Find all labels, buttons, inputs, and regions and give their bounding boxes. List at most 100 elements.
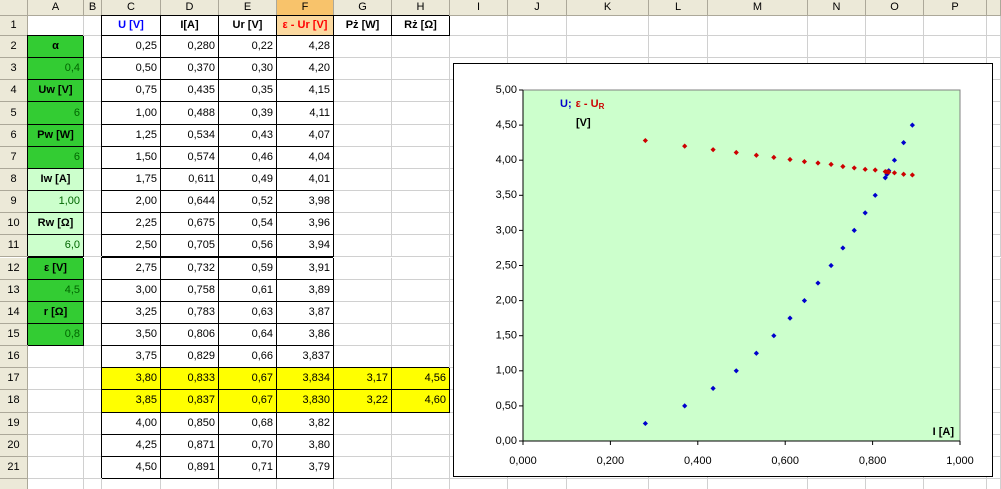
cell[interactable]: ε - Ur [V] <box>277 16 334 36</box>
empty-cell[interactable] <box>334 124 392 147</box>
empty-cell[interactable] <box>334 479 392 489</box>
cell[interactable]: 0,8 <box>28 323 84 347</box>
cell[interactable]: 2,75 <box>102 257 161 280</box>
empty-cell[interactable] <box>334 80 392 103</box>
empty-cell[interactable] <box>392 279 450 302</box>
cell[interactable]: 0,488 <box>161 102 219 125</box>
empty-cell[interactable] <box>334 257 392 280</box>
row-header[interactable]: 7 <box>0 146 28 169</box>
cell[interactable]: 3,86 <box>277 323 334 347</box>
empty-cell[interactable] <box>392 58 450 81</box>
cell[interactable]: 0,63 <box>219 301 277 324</box>
column-header[interactable]: O <box>866 0 924 16</box>
cell[interactable]: 0,758 <box>161 279 219 302</box>
empty-cell[interactable] <box>84 124 102 147</box>
column-header[interactable]: H <box>392 0 450 16</box>
cell[interactable]: 3,50 <box>102 323 161 347</box>
row-header[interactable]: 1 <box>0 16 28 36</box>
cell[interactable]: 0,833 <box>161 368 219 391</box>
empty-cell[interactable] <box>28 434 84 457</box>
cell[interactable]: U [V] <box>102 16 161 36</box>
empty-cell[interactable] <box>392 434 450 457</box>
cell[interactable]: 3,25 <box>102 301 161 324</box>
row-header[interactable]: 15 <box>0 323 28 347</box>
empty-cell[interactable] <box>392 80 450 103</box>
cell[interactable]: 0,49 <box>219 168 277 192</box>
empty-cell[interactable] <box>567 36 649 59</box>
empty-cell[interactable] <box>649 16 708 36</box>
cell[interactable]: 3,75 <box>102 346 161 369</box>
row-header[interactable]: 13 <box>0 279 28 302</box>
empty-cell[interactable] <box>334 191 392 214</box>
cell[interactable]: 4,28 <box>277 36 334 59</box>
empty-cell[interactable] <box>392 456 450 479</box>
cell[interactable]: 4,11 <box>277 102 334 125</box>
empty-cell[interactable] <box>450 479 508 489</box>
cell[interactable]: Ur [V] <box>219 16 277 36</box>
column-header[interactable]: B <box>84 0 102 16</box>
column-header[interactable]: F <box>277 0 334 16</box>
column-header[interactable]: K <box>567 0 649 16</box>
row-header[interactable]: 4 <box>0 80 28 103</box>
cell[interactable]: 3,82 <box>277 412 334 435</box>
cell[interactable]: 0,891 <box>161 456 219 479</box>
empty-cell[interactable] <box>334 213 392 236</box>
empty-cell[interactable] <box>84 80 102 103</box>
cell[interactable]: 3,98 <box>277 191 334 214</box>
empty-cell[interactable] <box>924 36 987 59</box>
cell[interactable]: 0,54 <box>219 213 277 236</box>
cell[interactable]: 2,00 <box>102 191 161 214</box>
empty-cell[interactable] <box>84 16 102 36</box>
cell[interactable]: 0,705 <box>161 235 219 258</box>
cell[interactable]: 4,15 <box>277 80 334 103</box>
cell[interactable]: 4,20 <box>277 58 334 81</box>
cell[interactable]: 3,87 <box>277 301 334 324</box>
empty-cell[interactable] <box>392 412 450 435</box>
cell[interactable]: 0,71 <box>219 456 277 479</box>
empty-cell[interactable] <box>334 323 392 347</box>
cell[interactable]: 0,59 <box>219 257 277 280</box>
empty-cell[interactable] <box>649 36 708 59</box>
empty-cell[interactable] <box>161 479 219 489</box>
row-header[interactable]: 3 <box>0 58 28 81</box>
cell[interactable]: 0,435 <box>161 80 219 103</box>
empty-cell[interactable] <box>28 368 84 391</box>
empty-cell[interactable] <box>84 102 102 125</box>
cell[interactable]: 4,01 <box>277 168 334 192</box>
cell[interactable]: 0,732 <box>161 257 219 280</box>
cell[interactable]: 0,61 <box>219 279 277 302</box>
row-header[interactable]: 18 <box>0 390 28 413</box>
empty-cell[interactable] <box>84 323 102 347</box>
empty-cell[interactable] <box>334 235 392 258</box>
empty-cell[interactable] <box>450 16 508 36</box>
empty-cell[interactable] <box>334 434 392 457</box>
cell[interactable]: 2,25 <box>102 213 161 236</box>
empty-cell[interactable] <box>84 456 102 479</box>
empty-cell[interactable] <box>84 191 102 214</box>
empty-cell[interactable] <box>84 168 102 192</box>
empty-cell[interactable] <box>84 301 102 324</box>
cell[interactable]: 0,370 <box>161 58 219 81</box>
empty-cell[interactable] <box>334 346 392 369</box>
empty-cell[interactable] <box>28 346 84 369</box>
empty-cell[interactable] <box>84 257 102 280</box>
row-header[interactable]: 17 <box>0 368 28 391</box>
empty-cell[interactable] <box>334 36 392 59</box>
empty-cell[interactable] <box>508 16 567 36</box>
cell[interactable]: 4,25 <box>102 434 161 457</box>
cell[interactable]: 4,50 <box>102 456 161 479</box>
empty-cell[interactable] <box>866 36 924 59</box>
cell[interactable]: Pw [W] <box>28 124 84 147</box>
cell[interactable]: 0,829 <box>161 346 219 369</box>
empty-cell[interactable] <box>392 191 450 214</box>
cell[interactable]: 0,675 <box>161 213 219 236</box>
row-header[interactable]: 2 <box>0 36 28 59</box>
empty-cell[interactable] <box>808 16 866 36</box>
empty-cell[interactable] <box>102 479 161 489</box>
cell[interactable]: 0,574 <box>161 146 219 169</box>
column-header[interactable]: E <box>219 0 277 16</box>
cell[interactable]: 0,837 <box>161 390 219 413</box>
column-header[interactable]: L <box>649 0 708 16</box>
column-header[interactable]: A <box>28 0 84 16</box>
cell[interactable]: 3,80 <box>102 368 161 391</box>
